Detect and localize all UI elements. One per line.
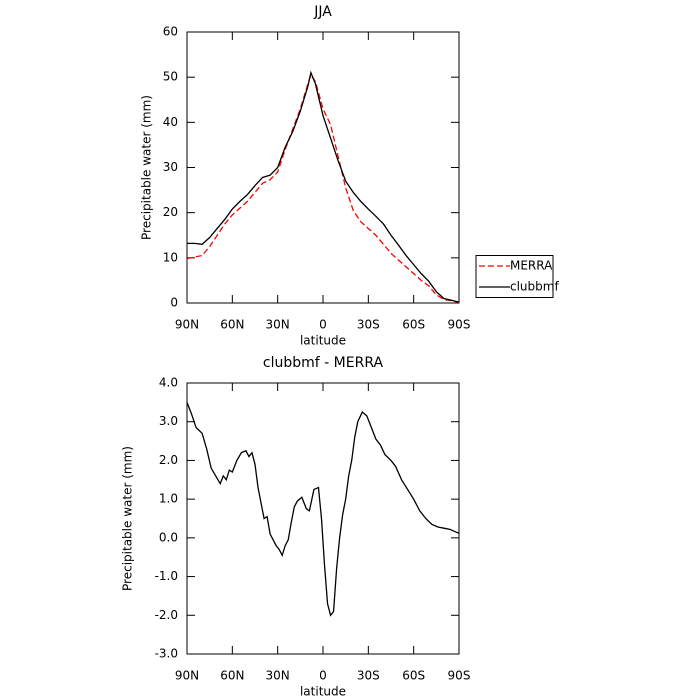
chart-title: JJA — [313, 4, 332, 20]
x-tick-label: 60S — [402, 318, 425, 332]
x-tick-label: 30S — [357, 669, 380, 683]
x-tick-label: 30S — [357, 318, 380, 332]
x-axis-label: latitude — [300, 685, 346, 699]
y-tick-label: 3.0 — [159, 414, 178, 428]
y-tick-label: 50 — [163, 70, 178, 84]
x-tick-label: 0 — [319, 669, 327, 683]
y-tick-label: 40 — [163, 115, 178, 129]
x-tick-label: 30N — [266, 669, 290, 683]
x-tick-label: 30N — [266, 318, 290, 332]
legend-label: clubbmf — [510, 280, 559, 294]
y-tick-label: -2.0 — [155, 608, 178, 622]
y-tick-label: 30 — [163, 160, 178, 174]
y-tick-label: 0.0 — [159, 530, 178, 544]
y-tick-label: -1.0 — [155, 569, 178, 583]
legend-box — [475, 255, 554, 298]
data-line — [186, 402, 460, 617]
y-tick-label: 1.0 — [159, 492, 178, 506]
y-tick-label: 60 — [163, 25, 178, 39]
y-tick-label: 2.0 — [159, 453, 178, 467]
y-tick-label: 0 — [170, 296, 178, 310]
x-tick-label: 90S — [448, 318, 471, 332]
x-tick-label: 90N — [175, 669, 199, 683]
x-tick-label: 90S — [448, 669, 471, 683]
y-tick-label: 4.0 — [159, 376, 178, 390]
data-line — [186, 73, 460, 304]
x-tick-label: 0 — [319, 318, 327, 332]
data-line — [187, 70, 460, 303]
x-axis-label: latitude — [300, 334, 346, 348]
y-tick-label: 20 — [163, 205, 178, 219]
legend-label: MERRA — [510, 259, 553, 273]
x-tick-label: 60N — [220, 318, 244, 332]
x-tick-label: 90N — [175, 318, 199, 332]
chart-title: clubbmf - MERRA — [263, 355, 384, 371]
plot-frame — [186, 31, 460, 304]
plot-frame — [186, 382, 460, 655]
y-tick-label: -3.0 — [155, 647, 178, 661]
y-axis-label: Precipitable water (mm) — [121, 446, 135, 591]
y-tick-label: 10 — [163, 250, 178, 264]
x-tick-label: 60N — [220, 669, 244, 683]
y-axis-label: Precipitable water (mm) — [140, 95, 154, 240]
x-tick-label: 60S — [402, 669, 425, 683]
